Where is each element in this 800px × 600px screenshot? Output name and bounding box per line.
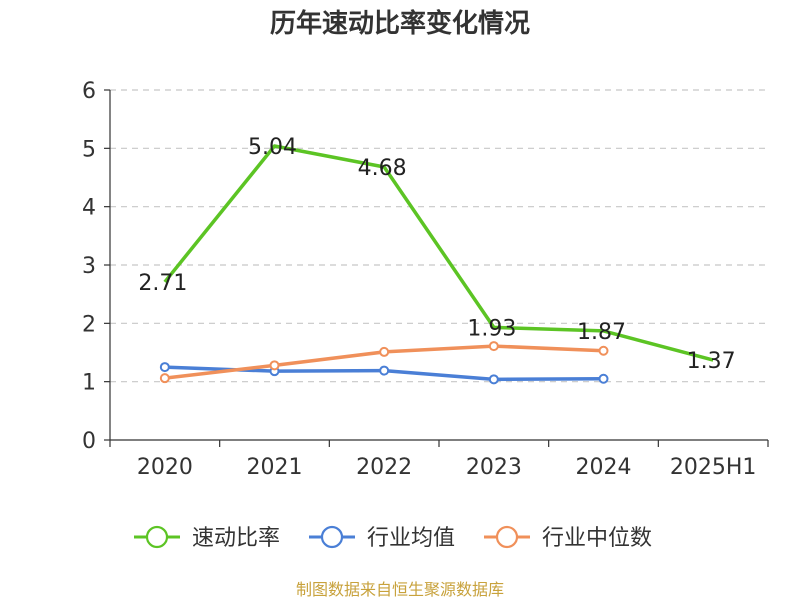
data-labels: 2.71 5.04 4.68 1.93 1.87 1.37 bbox=[138, 135, 735, 374]
series-line-0 bbox=[163, 144, 714, 362]
series-point-2 bbox=[488, 341, 499, 352]
data-label: 1.87 bbox=[577, 320, 626, 345]
x-tick-label: 2020 bbox=[137, 455, 193, 480]
data-label: 1.37 bbox=[687, 349, 736, 374]
legend-label-2[interactable]: 行业中位数 bbox=[542, 526, 652, 551]
legend-label-1[interactable]: 行业均值 bbox=[367, 526, 455, 551]
legend-marker-1 bbox=[320, 525, 344, 549]
axes: 0 1 2 3 4 5 6 2020 2021 2022 2023 2024 2025H1 bbox=[82, 79, 769, 480]
data-label: 5.04 bbox=[248, 135, 297, 160]
y-tick-label: 6 bbox=[82, 79, 96, 104]
legend-marker-2 bbox=[495, 525, 519, 549]
legend-label-0[interactable]: 速动比率 bbox=[192, 526, 280, 551]
y-tick-label: 3 bbox=[82, 254, 96, 279]
legend-marker-0 bbox=[145, 525, 169, 549]
x-tick-label: 2021 bbox=[247, 455, 303, 480]
grid-lines bbox=[110, 89, 768, 383]
y-tick-label: 5 bbox=[82, 137, 96, 162]
x-tick-label: 2024 bbox=[576, 455, 632, 480]
series-point-2 bbox=[379, 346, 390, 357]
y-tick-label: 2 bbox=[82, 312, 96, 337]
chart-title: 历年速动比率变化情况 bbox=[270, 8, 530, 39]
data-label: 2.71 bbox=[138, 271, 187, 296]
y-tick-label: 4 bbox=[82, 196, 96, 221]
series-group bbox=[159, 144, 714, 385]
series-point-1 bbox=[159, 362, 170, 373]
series-point-1 bbox=[598, 373, 609, 384]
x-tick-label: 2022 bbox=[356, 455, 412, 480]
x-tick-label: 2025H1 bbox=[670, 455, 757, 480]
data-label: 1.93 bbox=[467, 316, 516, 341]
series-point-1 bbox=[379, 365, 390, 376]
series-point-1 bbox=[488, 374, 499, 385]
data-label: 4.68 bbox=[358, 156, 407, 181]
y-tick-label: 1 bbox=[82, 371, 96, 396]
series-point-2 bbox=[598, 345, 609, 356]
series-point-2 bbox=[159, 373, 170, 384]
y-tick-label: 0 bbox=[82, 429, 96, 454]
legend[interactable]: 速动比率 行业均值 行业中位数 bbox=[134, 525, 652, 551]
x-tick-label: 2023 bbox=[466, 455, 522, 480]
source-note: 制图数据来自恒生聚源数据库 bbox=[296, 580, 504, 599]
series-point-2 bbox=[269, 360, 280, 371]
